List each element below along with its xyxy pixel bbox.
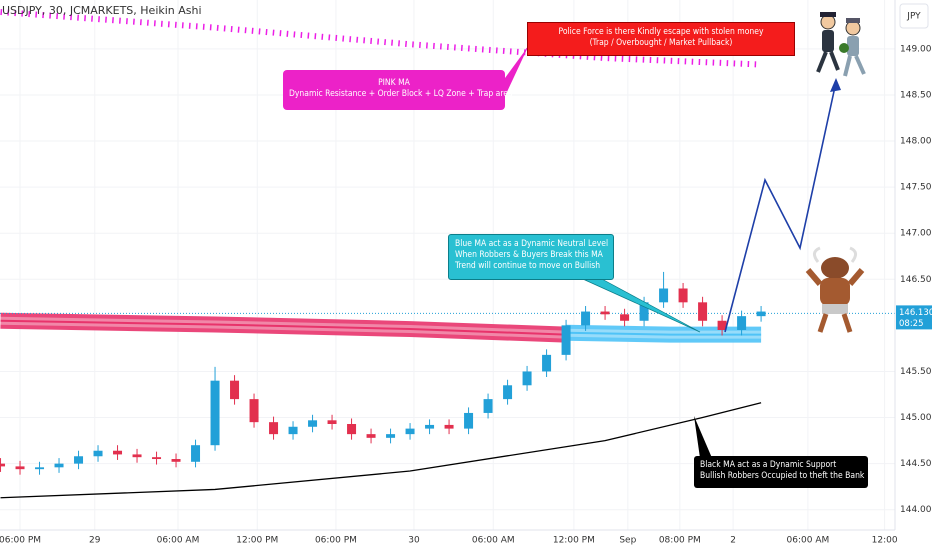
- candle-body: [522, 371, 532, 386]
- candle-body: [425, 424, 435, 429]
- candle-body: [347, 424, 357, 435]
- candle-body: [210, 380, 220, 446]
- y-tick-label: 144.500: [900, 459, 932, 469]
- x-tick-label: 06:00 AM: [157, 536, 200, 546]
- candle-body: [503, 385, 513, 400]
- candle-body: [171, 459, 181, 462]
- candle-body: [386, 434, 396, 438]
- x-tick-label: 08:00 PM: [659, 536, 701, 546]
- candle-body: [93, 450, 103, 457]
- last-price-label: 146.130: [899, 308, 932, 318]
- candle-body: [698, 302, 708, 321]
- last-price-tag: [896, 305, 932, 330]
- x-tick-label: 06:00 AM: [787, 536, 830, 546]
- annotation-text: Blue MA act as a Dynamic Neutral Level: [455, 239, 609, 249]
- x-tick-label: 12:00 PM: [236, 536, 278, 546]
- candle-body: [191, 445, 201, 462]
- annotation-text: Black MA act as a Dynamic Support: [700, 460, 837, 470]
- candle-body: [269, 422, 279, 435]
- currency-button[interactable]: [899, 3, 929, 29]
- candle-body: [249, 399, 259, 423]
- candle-body: [542, 354, 552, 372]
- candle-body: [678, 288, 688, 303]
- candle-body: [54, 463, 64, 468]
- candle-body: [444, 424, 454, 429]
- candle-body: [737, 316, 747, 330]
- annotation-text: Bullish Robbers Occupied to theft the Ba…: [700, 471, 865, 481]
- y-tick-label: 147.500: [900, 183, 932, 193]
- callout-pointer: [504, 47, 528, 96]
- candle-body: [756, 311, 766, 317]
- price-axis-bg: [895, 0, 932, 550]
- annotation-box: Black MA act as a Dynamic Support Bullish…: [694, 456, 868, 488]
- bull-icon: [805, 246, 865, 333]
- y-tick-label: 145.500: [900, 367, 932, 377]
- x-tick-label: 12:00: [872, 536, 898, 546]
- y-tick-label: 148.000: [900, 137, 932, 147]
- x-tick-label: 12:00 PM: [553, 536, 595, 546]
- candle-body: [581, 311, 591, 326]
- candle-body: [600, 311, 610, 315]
- annotation-text: When Robbers & Buyers Break this MA: [455, 250, 603, 260]
- x-tick-label: 2: [730, 536, 736, 546]
- y-tick-label: 147.000: [900, 229, 932, 239]
- candle-body: [483, 399, 493, 413]
- annotation-box: PINK MA Dynamic Resistance + Order Block …: [283, 70, 513, 110]
- annotation-text: Police Force is there Kindly escape with…: [558, 27, 764, 37]
- x-tick-label: 06:00 PM: [0, 536, 41, 546]
- candle-body: [0, 463, 6, 467]
- candle-body: [561, 325, 571, 355]
- y-tick-label: 145.000: [900, 413, 932, 423]
- candle-body: [464, 412, 474, 429]
- y-tick-label: 146.500: [900, 275, 932, 285]
- candle-body: [717, 320, 727, 330]
- police-icon: [816, 12, 866, 77]
- candle-body: [230, 380, 240, 400]
- x-tick-label: Sep: [619, 536, 636, 546]
- annotation-box: Police Force is there Kindly escape with…: [527, 22, 795, 56]
- candle-body: [74, 456, 84, 464]
- candle-body: [113, 450, 123, 455]
- candle-body: [327, 420, 337, 424]
- countdown-label: 08:25: [899, 319, 924, 329]
- plot: [0, 0, 895, 530]
- ma-line: [0, 8, 762, 68]
- y-tick-label: 144.000: [900, 505, 932, 515]
- candle-body: [659, 288, 669, 303]
- annotation-text: Dynamic Resistance + Order Block + LQ Zo…: [289, 89, 513, 99]
- annotation-text: Trend will continue to move on Bullish: [455, 261, 601, 271]
- x-tick-label: 06:00 AM: [472, 536, 515, 546]
- chart-title: USDJPY, 30, JCMARKETS, Heikin Ashi: [2, 4, 202, 17]
- candle-body: [620, 314, 630, 321]
- projection-arrow: [724, 81, 837, 333]
- candle-body: [366, 434, 376, 438]
- candle-body: [639, 302, 649, 321]
- arrow-head: [830, 78, 841, 92]
- x-tick-label: 30: [408, 536, 420, 546]
- ma-band-core: [566, 331, 762, 336]
- ma-band-core: [0, 319, 567, 336]
- x-tick-label: 06:00 PM: [315, 536, 357, 546]
- candle-body: [15, 466, 25, 470]
- annotation-text: (Trap / Overbought / Market Pullback): [589, 38, 733, 48]
- callout-pointer: [694, 416, 712, 458]
- candle-body: [35, 467, 45, 470]
- candle-body: [152, 457, 162, 460]
- candle-body: [308, 420, 318, 427]
- annotation-text: PINK MA: [378, 78, 410, 88]
- y-tick-label: 148.500: [900, 90, 932, 100]
- annotation-box: Blue MA act as a Dynamic Neutral Level Wh…: [448, 234, 614, 280]
- currency-label[interactable]: JPY: [906, 12, 921, 22]
- candle-body: [288, 426, 298, 435]
- candle-body: [132, 454, 142, 458]
- ma-line: [0, 402, 762, 499]
- candle-body: [405, 428, 415, 435]
- x-tick-label: 29: [89, 536, 101, 546]
- y-tick-label: 149.000: [900, 44, 932, 54]
